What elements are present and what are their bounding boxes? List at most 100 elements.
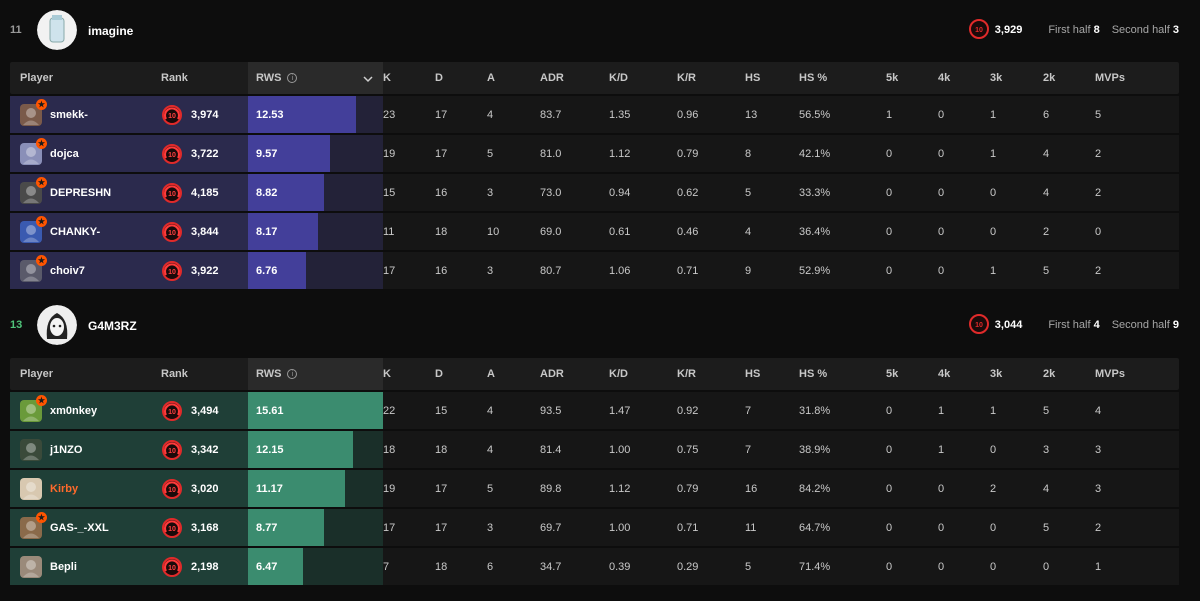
stat-d: 17 xyxy=(435,108,448,121)
player-name[interactable]: j1NZO xyxy=(50,443,83,456)
avatar[interactable] xyxy=(20,477,42,500)
stat-k3: 0 xyxy=(990,225,997,238)
rws-bar-fill xyxy=(248,431,353,468)
player-name[interactable]: GAS-_-XXL xyxy=(50,521,109,534)
info-icon[interactable]: i xyxy=(287,73,298,83)
player-name[interactable]: CHANKY- xyxy=(50,225,101,238)
stat-mvps: 5 xyxy=(1095,108,1102,121)
player-row[interactable]: ★ dojca 10 3,722 9.57 19 17 5 81.0 1.12 0.79 8 42.1%… xyxy=(10,135,1179,172)
player-elo: 3,342 xyxy=(191,443,219,456)
header-k5[interactable]: 5k xyxy=(886,368,899,380)
player-cell[interactable]: ★ dojca xyxy=(20,135,79,172)
chevron-down-icon[interactable] xyxy=(363,74,373,86)
player-name[interactable]: xm0nkey xyxy=(50,404,98,417)
player-cell[interactable]: ★ xm0nkey xyxy=(20,392,97,429)
header-rank: Rank xyxy=(161,368,188,380)
header-adr[interactable]: ADR xyxy=(540,72,564,84)
header-k[interactable]: K xyxy=(383,72,391,84)
player-row[interactable]: ★ choiv7 10 3,922 6.76 17 16 3 80.7 1.06 0.71 9 52.9… xyxy=(10,252,1179,289)
player-row[interactable]: Bepli 10 2,198 6.47 7 18 6 34.7 0.39 0.29 5 71.4% 0 0… xyxy=(10,548,1179,585)
avatar[interactable]: ★ xyxy=(20,511,47,539)
header-kd[interactable]: K/D xyxy=(609,72,628,84)
header-k5[interactable]: 5k xyxy=(886,72,899,84)
avatar[interactable]: ★ xyxy=(20,254,47,282)
info-icon[interactable]: i xyxy=(287,369,298,379)
stat-d: 16 xyxy=(435,186,448,199)
rws-bar-track xyxy=(248,213,383,250)
player-cell[interactable]: ★ DEPRESHN xyxy=(20,174,111,211)
header-mvps[interactable]: MVPs xyxy=(1095,368,1125,380)
player-row[interactable]: ★ CHANKY- 10 3,844 8.17 11 18 10 69.0 0.61 0.46 4 36… xyxy=(10,213,1179,250)
stat-adr: 83.7 xyxy=(540,108,562,121)
header-k2[interactable]: 2k xyxy=(1043,368,1056,380)
team-logo[interactable] xyxy=(37,10,77,50)
player-name[interactable]: smekk- xyxy=(50,108,88,121)
stat-hs: 13 xyxy=(745,108,758,121)
header-adr[interactable]: ADR xyxy=(540,368,564,380)
header-k[interactable]: K xyxy=(383,368,391,380)
header-k4[interactable]: 4k xyxy=(938,72,951,84)
player-cell[interactable]: Kirby xyxy=(20,470,78,507)
avatar[interactable] xyxy=(20,438,42,461)
player-name[interactable]: DEPRESHN xyxy=(50,186,112,199)
avatar[interactable]: ★ xyxy=(20,215,47,243)
player-row[interactable]: ★ smekk- 10 3,974 12.53 23 17 4 83.7 1.35 0.96 13 56… xyxy=(10,96,1179,133)
rws-value: 8.17 xyxy=(256,225,278,238)
header-k3[interactable]: 3k xyxy=(990,72,1003,84)
player-cell[interactable]: j1NZO xyxy=(20,431,82,468)
level-text: 10 xyxy=(975,27,983,34)
header-kr[interactable]: K/R xyxy=(677,72,696,84)
header-d[interactable]: D xyxy=(435,72,443,84)
header-d[interactable]: D xyxy=(435,368,443,380)
stat-kr: 0.92 xyxy=(677,404,699,417)
header-kd[interactable]: K/D xyxy=(609,368,628,380)
header-a[interactable]: A xyxy=(487,368,495,380)
team-name[interactable]: imagine xyxy=(88,24,134,38)
team-name[interactable]: G4M3RZ xyxy=(88,319,137,333)
player-name[interactable]: Bepli xyxy=(50,560,77,573)
stat-k2: 2 xyxy=(1043,225,1050,238)
header-a[interactable]: A xyxy=(487,72,495,84)
player-row[interactable]: Kirby 10 3,020 11.17 19 17 5 89.8 1.12 0.79 16 84.2… xyxy=(10,470,1179,507)
header-k4[interactable]: 4k xyxy=(938,368,951,380)
player-cell[interactable]: ★ choiv7 xyxy=(20,252,85,289)
stat-kd: 1.00 xyxy=(609,521,631,534)
header-rws[interactable]: RWS i xyxy=(256,358,298,390)
stat-kd: 1.06 xyxy=(609,264,631,277)
header-k3[interactable]: 3k xyxy=(990,368,1003,380)
player-row[interactable]: ★ GAS-_-XXL 10 3,168 8.77 17 17 3 69.7 1.00 0.71 11… xyxy=(10,509,1179,546)
stat-hs-pct: 56.5% xyxy=(799,108,831,121)
premium-star-icon: ★ xyxy=(36,176,47,188)
header-mvps[interactable]: MVPs xyxy=(1095,72,1125,84)
header-hs[interactable]: HS xyxy=(745,72,761,84)
player-name[interactable]: choiv7 xyxy=(50,264,85,277)
player-cell[interactable]: Bepli xyxy=(20,548,77,585)
rws-bar-fill xyxy=(248,174,324,211)
avatar[interactable]: ★ xyxy=(20,176,47,204)
player-row[interactable]: j1NZO 10 3,342 12.15 18 18 4 81.4 1.00 0.75 7 38.9%… xyxy=(10,431,1179,468)
player-row[interactable]: ★ xm0nkey 10 3,494 15.61 22 15 4 93.5 1.47 0.92 7 31… xyxy=(10,392,1179,429)
player-cell[interactable]: ★ GAS-_-XXL xyxy=(20,509,109,546)
avatar[interactable]: ★ xyxy=(20,98,47,126)
header-hs-pct[interactable]: HS % xyxy=(799,72,828,84)
header-rank: Rank xyxy=(161,72,188,84)
player-name[interactable]: Kirby xyxy=(50,482,79,495)
player-name[interactable]: dojca xyxy=(50,147,79,160)
stat-adr: 69.7 xyxy=(540,521,562,534)
rws-bar-fill xyxy=(248,548,303,585)
header-hs[interactable]: HS xyxy=(745,368,761,380)
avatar[interactable]: ★ xyxy=(20,394,47,422)
avatar[interactable] xyxy=(20,555,42,578)
header-kr[interactable]: K/R xyxy=(677,368,696,380)
rws-value: 8.82 xyxy=(256,186,278,199)
avatar[interactable]: ★ xyxy=(20,137,47,165)
stat-kr: 0.79 xyxy=(677,147,699,160)
player-cell[interactable]: ★ smekk- xyxy=(20,96,88,133)
header-hs-pct[interactable]: HS % xyxy=(799,368,828,380)
header-k2[interactable]: 2k xyxy=(1043,72,1056,84)
header-rws[interactable]: RWS i xyxy=(256,62,298,94)
rws-bar-fill xyxy=(248,252,306,289)
player-row[interactable]: ★ DEPRESHN 10 4,185 8.82 15 16 3 73.0 0.94 0.62 5 33… xyxy=(10,174,1179,211)
player-cell[interactable]: ★ CHANKY- xyxy=(20,213,100,250)
team-logo[interactable] xyxy=(37,305,77,345)
